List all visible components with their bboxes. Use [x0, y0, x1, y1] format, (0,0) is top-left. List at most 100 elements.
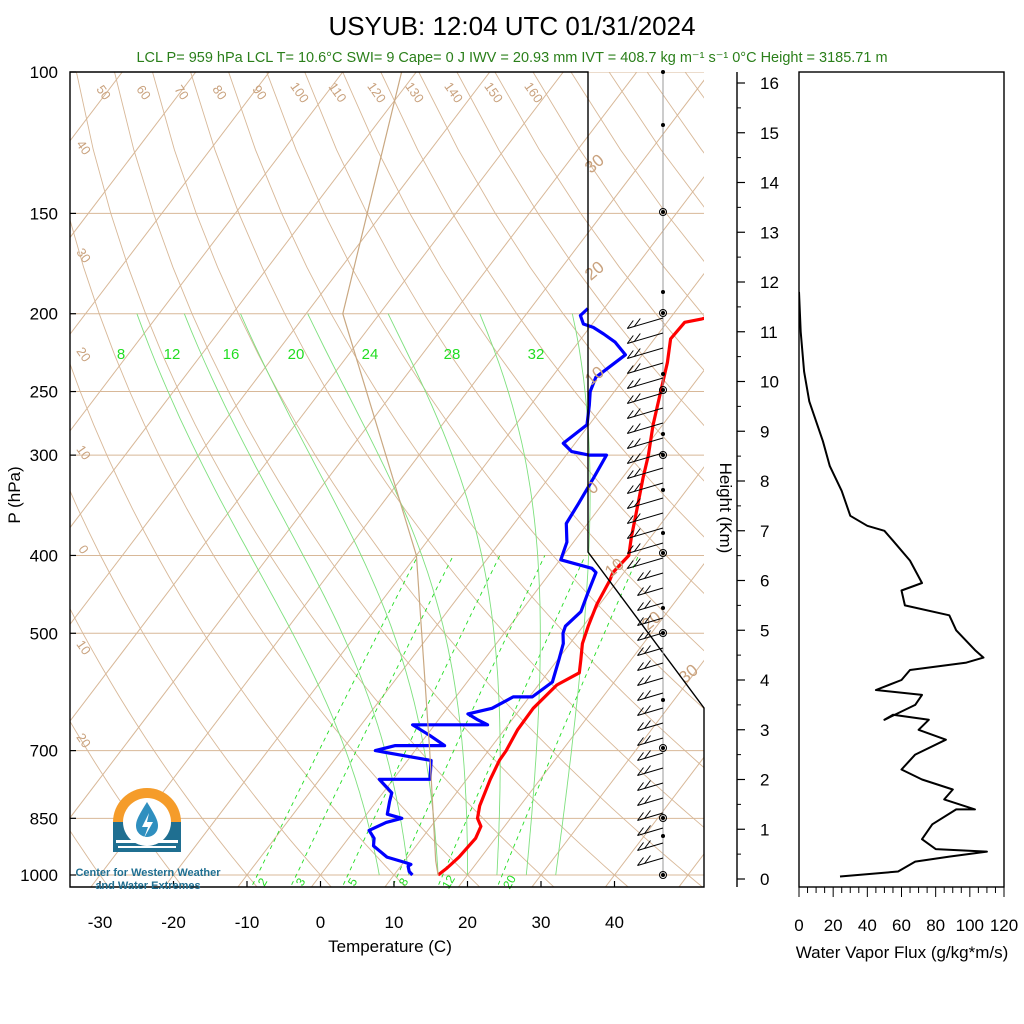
wind-barb-feather: [626, 545, 634, 554]
wind-barb-feather: [626, 440, 634, 449]
wind-barb-feather: [644, 720, 651, 729]
wind-barb-feather: [633, 318, 641, 327]
wind-barb-feather: [637, 677, 644, 686]
wind-barb: [627, 512, 664, 524]
wind-barb-feather: [626, 320, 634, 329]
dry-adiabat-line: [190, 72, 704, 829]
wind-barb-feather: [633, 453, 641, 462]
wind-barb: [637, 842, 664, 851]
wind-barb-feather: [637, 737, 644, 746]
flux-tick-label: 20: [824, 916, 843, 935]
wind-dot: [661, 488, 665, 492]
wind-dot: [661, 70, 665, 74]
x-tick-label: -20: [161, 913, 186, 932]
mixing-ratio-line: [251, 555, 419, 887]
isotherm-line: [310, 369, 704, 887]
wind-dot: [661, 698, 665, 702]
mixing-ratio-line: [290, 555, 454, 887]
skew-grid: [70, 72, 704, 887]
wind-barb: [637, 692, 664, 701]
wind-barb: [627, 482, 664, 494]
wind-barb-feather: [633, 483, 641, 492]
height-tick-label: 4: [760, 671, 769, 690]
x-tick-label: 30: [532, 913, 551, 932]
wind-barb-feather: [626, 560, 634, 569]
isotherm-label: 140: [441, 79, 466, 105]
wind-barb: [627, 542, 664, 554]
series-line-temperature: [437, 316, 704, 877]
isotherm-line: [384, 466, 704, 887]
dry-adiabat-line: [342, 72, 704, 594]
wind-barb-feather: [633, 543, 641, 552]
dry-adiabat-line: [228, 72, 704, 769]
wind-barb-feather: [633, 408, 641, 417]
dry-adiabat-line: [75, 72, 555, 887]
wind-barb-feather: [633, 513, 641, 522]
moist-adiabat-line: [479, 313, 541, 876]
dry-adiabat-line: [70, 830, 110, 887]
wind-dot: [661, 290, 665, 294]
wind-barb-feather: [644, 750, 651, 759]
isotherm-line: [70, 72, 564, 722]
wind-barb: [637, 827, 664, 836]
logo-bolt-icon: [142, 813, 153, 838]
isotherm-line: [70, 72, 638, 819]
wind-barb-feather: [644, 585, 651, 594]
wind-barb: [637, 587, 664, 596]
flux-tick-label: 120: [990, 916, 1018, 935]
dry-adiabat-line: [70, 218, 481, 887]
wind-barb: [637, 647, 664, 656]
wind-barb-feather: [637, 617, 644, 626]
adiabat-label: 30: [73, 245, 94, 265]
wind-dot: [661, 210, 665, 214]
height-tick-label: 14: [760, 174, 779, 193]
dry-adiabat-line: [532, 72, 704, 317]
wind-barb-feather: [637, 722, 644, 731]
wind-barb-feather: [626, 335, 634, 344]
y-tick-label: 1000: [20, 866, 58, 885]
wind-barb: [637, 752, 664, 761]
wind-dot: [661, 816, 665, 820]
wind-dot: [661, 551, 665, 555]
mixing-ratio-label: 8: [117, 346, 125, 363]
wind-dot: [661, 453, 665, 457]
isotherm-label: 110: [326, 80, 350, 106]
flux-tick-label: 40: [858, 916, 877, 935]
parcel-line: [342, 72, 439, 876]
y-tick-label: 100: [30, 63, 58, 82]
wind-barb: [637, 797, 664, 806]
dry-adiabat-line: [70, 607, 258, 887]
dry-adiabat-line: [152, 72, 704, 887]
isotherm-label: 100: [287, 79, 312, 105]
wind-barb-feather: [633, 348, 641, 357]
y-tick-label: 250: [30, 383, 58, 402]
wind-dot: [661, 746, 665, 750]
wind-barb: [627, 437, 664, 449]
mixing-ratio-label: 12: [164, 346, 181, 363]
mixing-ratio-label: 16: [223, 346, 240, 363]
isotherm-label: 80: [209, 82, 230, 102]
isotherm-label: 50: [93, 82, 114, 102]
wind-barb-feather: [644, 570, 651, 579]
wind-barb: [637, 662, 664, 671]
wind-dot: [661, 372, 665, 376]
y-tick-label: 150: [30, 204, 58, 223]
wind-barb-feather: [626, 515, 634, 524]
mixing-ratio-line: [391, 555, 546, 887]
wind-barb-feather: [637, 782, 644, 791]
x-tick-label: 0: [316, 913, 325, 932]
wind-barb-feather: [644, 825, 651, 834]
wind-barb-feather: [626, 485, 634, 494]
adiabat-label: 20: [73, 344, 94, 364]
wind-barb-feather: [633, 468, 641, 477]
height-tick-label: 11: [760, 323, 778, 342]
dry-adiabat-line: [70, 720, 184, 887]
wind-barb-feather: [637, 842, 644, 851]
wind-barb-feather: [644, 735, 651, 744]
wind-barb: [627, 347, 664, 359]
skew-frame: [69, 71, 705, 888]
isotherm-line: [70, 72, 270, 336]
adiabat-label: 40: [73, 137, 94, 157]
